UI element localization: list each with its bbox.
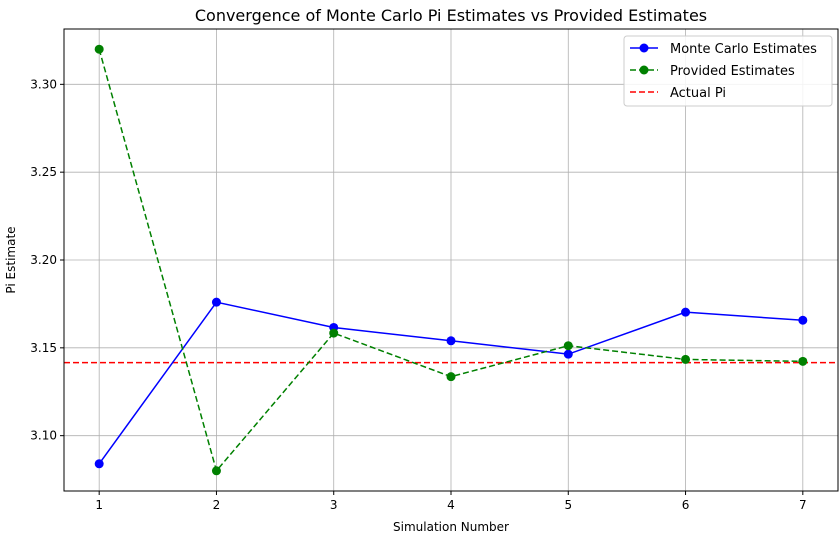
legend: Monte Carlo Estimates Provided Estimates A… (623, 35, 833, 107)
legend-item: Provided Estimates (630, 64, 795, 79)
y-tick-label: 3.15 (30, 341, 57, 355)
data-point (211, 297, 221, 307)
data-point (681, 307, 691, 317)
series-provided-estimates (94, 44, 808, 476)
y-tick-label: 3.20 (30, 253, 57, 267)
legend-label: Actual Pi (670, 86, 726, 101)
x-tick-label: 6 (682, 498, 690, 512)
legend-box (623, 35, 833, 107)
y-tick-label: 3.30 (30, 77, 57, 91)
data-point (798, 356, 808, 366)
x-tick-label: 1 (95, 498, 103, 512)
y-tick-label: 3.25 (30, 165, 57, 179)
series-monte-carlo-estimates (94, 297, 808, 469)
y-axis-title: Pi Estimate (4, 226, 18, 293)
data-point (211, 466, 221, 476)
legend-label: Monte Carlo Estimates (670, 42, 817, 57)
x-tick-label: 7 (799, 498, 807, 512)
x-tick-label: 3 (330, 498, 338, 512)
data-point (446, 336, 456, 346)
legend-marker (639, 43, 649, 53)
chart-title: Convergence of Monte Carlo Pi Estimates … (195, 6, 707, 25)
data-point (94, 459, 104, 469)
legend-item: Monte Carlo Estimates (630, 42, 817, 57)
x-tick-label: 2 (213, 498, 221, 512)
x-tick-label: 5 (564, 498, 572, 512)
y-axis-ticks: 3.10 3.15 3.20 3.25 3.30 (30, 77, 64, 443)
data-point (94, 44, 104, 54)
data-point (563, 341, 573, 351)
data-point (329, 328, 339, 338)
data-point (798, 315, 808, 325)
data-point (446, 372, 456, 382)
x-axis-title: Simulation Number (393, 520, 509, 534)
x-axis-ticks: 1 2 3 4 5 6 7 (95, 491, 807, 512)
legend-label: Provided Estimates (670, 64, 795, 79)
data-point (563, 349, 573, 359)
series-group (94, 44, 808, 476)
x-tick-label: 4 (447, 498, 455, 512)
legend-marker (639, 65, 649, 75)
y-tick-label: 3.10 (30, 429, 57, 443)
legend-item: Actual Pi (630, 86, 726, 101)
data-point (681, 354, 691, 364)
